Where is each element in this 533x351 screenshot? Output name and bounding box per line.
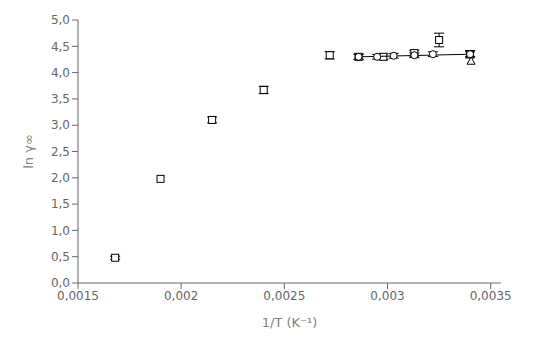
svg-text:0,0: 0,0: [51, 276, 70, 290]
svg-text:5,0: 5,0: [51, 13, 70, 27]
svg-text:0,5: 0,5: [51, 250, 70, 264]
svg-text:4,0: 4,0: [51, 66, 70, 80]
svg-text:3,0: 3,0: [51, 118, 70, 132]
svg-text:1/T (K⁻¹): 1/T (K⁻¹): [262, 315, 317, 330]
svg-text:1,5: 1,5: [51, 197, 70, 211]
svg-text:1,0: 1,0: [51, 224, 70, 238]
svg-text:0,003: 0,003: [370, 289, 404, 303]
svg-text:ln γ∞: ln γ∞: [21, 134, 36, 169]
svg-text:2,0: 2,0: [51, 171, 70, 185]
svg-text:0,002: 0,002: [164, 289, 198, 303]
svg-text:4,5: 4,5: [51, 40, 70, 54]
svg-text:0,0025: 0,0025: [263, 289, 305, 303]
svg-text:0,0035: 0,0035: [470, 289, 512, 303]
svg-text:3,5: 3,5: [51, 92, 70, 106]
svg-text:2,5: 2,5: [51, 145, 70, 159]
svg-text:0,0015: 0,0015: [57, 289, 99, 303]
